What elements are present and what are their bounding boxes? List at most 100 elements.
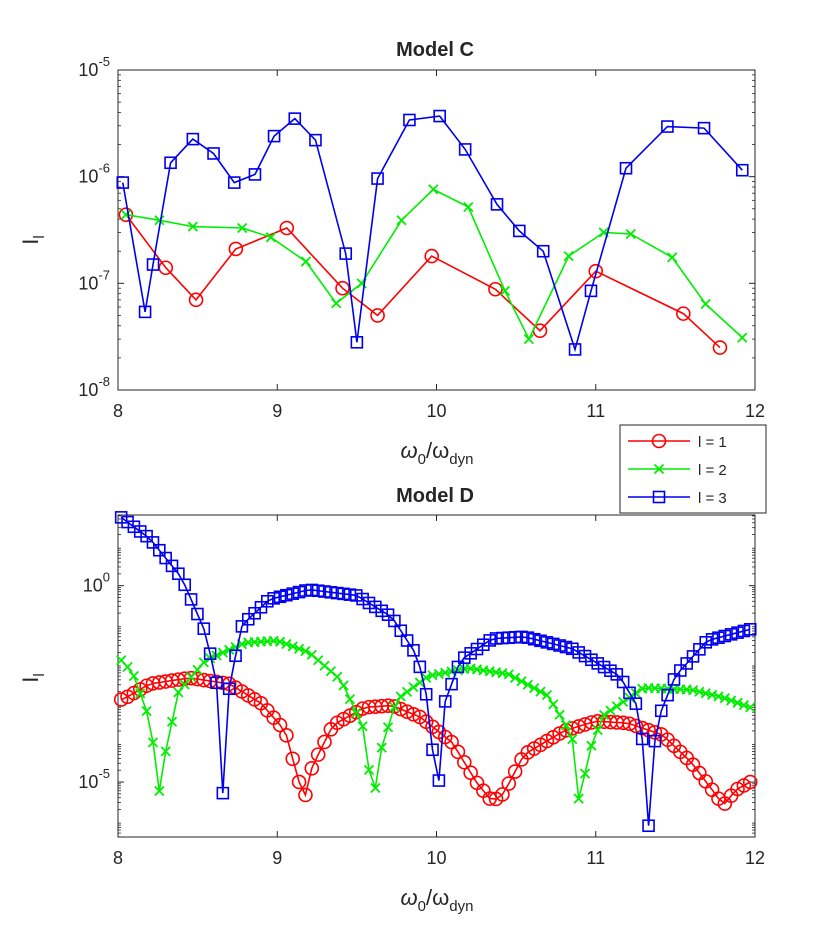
ticks-model-d: 8 9 10 11 12 10-5 100 bbox=[78, 515, 765, 868]
data-point bbox=[375, 604, 388, 618]
data-point bbox=[516, 676, 527, 687]
panel-model-c: Model C 8 9 10 11 12 10-8 10-7 10-6 10-5 ω0/ωdyn… bbox=[18, 39, 765, 468]
data-point bbox=[628, 718, 644, 734]
data-point bbox=[566, 642, 579, 656]
ylabel-model-c: Il bbox=[18, 235, 48, 244]
data-point bbox=[732, 697, 743, 708]
ytick-label: 10-6 bbox=[78, 161, 110, 187]
data-point bbox=[490, 198, 504, 211]
data-point bbox=[159, 551, 172, 565]
xtick-label-10: 10 bbox=[426, 848, 446, 868]
data-point bbox=[187, 221, 198, 232]
data-point bbox=[735, 163, 749, 177]
xtick-label-11: 11 bbox=[586, 401, 605, 421]
data-point bbox=[356, 592, 369, 606]
data-point bbox=[489, 632, 503, 645]
data-point bbox=[509, 672, 521, 683]
panel-model-d: Model D 8 9 10 11 12 10-5 100 ω0/ωdyn Il bbox=[18, 485, 765, 915]
data-point bbox=[351, 707, 362, 718]
data-point bbox=[737, 332, 748, 343]
xtick-label-12: 12 bbox=[745, 401, 765, 421]
xtick-label-10: 10 bbox=[426, 401, 446, 421]
xtick-label-11: 11 bbox=[586, 848, 605, 868]
data-point bbox=[737, 624, 751, 638]
data-point bbox=[382, 722, 394, 733]
data-point bbox=[399, 704, 415, 719]
data-point bbox=[731, 626, 744, 639]
data-point bbox=[712, 340, 728, 355]
data-point bbox=[408, 682, 419, 693]
data-point bbox=[610, 668, 624, 681]
data-point bbox=[292, 585, 306, 599]
data-point bbox=[217, 647, 228, 658]
data-point bbox=[697, 121, 711, 135]
data-point bbox=[451, 660, 465, 674]
data-point bbox=[135, 688, 146, 699]
data-point bbox=[286, 587, 300, 600]
legend-marker-1 bbox=[651, 433, 667, 449]
data-point bbox=[288, 112, 302, 125]
data-point bbox=[291, 774, 307, 790]
ytick-label: 10-7 bbox=[78, 267, 110, 293]
ytick-label: 10-5 bbox=[78, 766, 110, 792]
data-point bbox=[625, 228, 636, 240]
data-point bbox=[579, 768, 591, 779]
data-point bbox=[280, 588, 293, 602]
ytick-label: 100 bbox=[83, 570, 110, 596]
data-point bbox=[742, 774, 758, 790]
data-point bbox=[523, 333, 535, 345]
series-model-c bbox=[116, 109, 749, 356]
series-3 bbox=[114, 511, 757, 833]
data-point bbox=[267, 129, 281, 143]
data-point bbox=[584, 284, 598, 298]
data-point bbox=[629, 697, 643, 710]
data-point bbox=[563, 250, 574, 262]
data-point bbox=[428, 184, 439, 195]
data-point bbox=[619, 161, 633, 175]
data-point bbox=[330, 586, 344, 600]
data-point bbox=[529, 683, 540, 694]
data-point bbox=[370, 308, 385, 323]
legend-marker-2 bbox=[653, 463, 665, 475]
data-point bbox=[203, 647, 217, 660]
data-point bbox=[272, 717, 288, 733]
data-point bbox=[522, 679, 533, 690]
data-point bbox=[573, 793, 584, 804]
data-point bbox=[267, 592, 280, 605]
data-point bbox=[745, 702, 756, 713]
data-point bbox=[624, 692, 635, 703]
data-point bbox=[281, 638, 292, 650]
data-point bbox=[304, 761, 320, 776]
data-point bbox=[642, 819, 655, 833]
data-point bbox=[413, 660, 427, 674]
data-point bbox=[700, 298, 711, 310]
legend-marker-3 bbox=[652, 490, 666, 504]
axes-box-model-c bbox=[117, 69, 756, 391]
data-point bbox=[186, 132, 200, 146]
data-point bbox=[719, 693, 730, 704]
data-point bbox=[403, 113, 416, 127]
data-point bbox=[376, 742, 387, 753]
xlabel-model-c: ω0/ωdyn bbox=[401, 438, 474, 468]
data-point bbox=[229, 649, 242, 663]
data-point bbox=[172, 567, 185, 581]
data-point bbox=[184, 593, 198, 606]
data-point bbox=[622, 716, 637, 732]
title-model-c: Model C bbox=[396, 39, 474, 61]
data-point bbox=[357, 721, 368, 732]
data-point bbox=[197, 622, 211, 635]
data-point bbox=[349, 589, 363, 602]
data-point bbox=[118, 207, 134, 222]
data-point bbox=[515, 630, 528, 644]
data-point bbox=[279, 728, 294, 743]
data-point bbox=[273, 590, 287, 604]
legend-label-1: l = 1 bbox=[698, 434, 727, 451]
data-point bbox=[298, 787, 313, 803]
series-line-3 bbox=[122, 115, 743, 353]
data-point bbox=[406, 707, 421, 722]
data-point bbox=[635, 732, 649, 746]
data-point bbox=[559, 640, 573, 654]
data-point bbox=[548, 699, 559, 710]
data-point bbox=[674, 664, 687, 677]
